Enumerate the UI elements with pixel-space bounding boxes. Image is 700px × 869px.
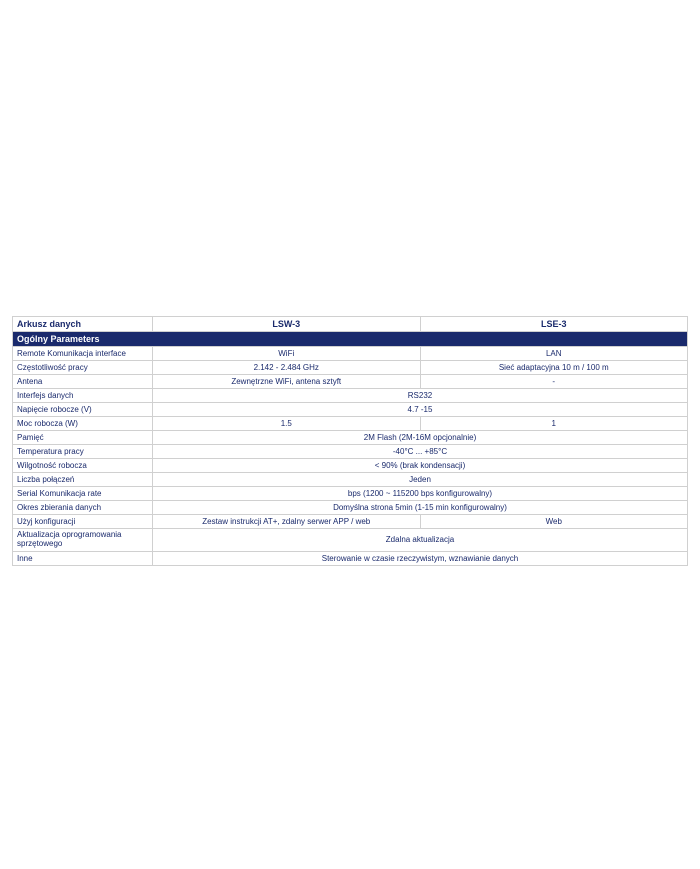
row-value-2: - [420, 375, 688, 389]
row-value: -40°C ... +85°C [153, 445, 688, 459]
row-value-1: 2.142 - 2.484 GHz [153, 361, 421, 375]
row-value-2: LAN [420, 347, 688, 361]
row-label: Temperatura pracy [13, 445, 153, 459]
table-row: Okres zbierania danychDomyślna strona 5m… [13, 501, 688, 515]
row-label: Aktualizacja oprogramowania sprzętowego [13, 529, 153, 552]
table-row: Temperatura pracy-40°C ... +85°C [13, 445, 688, 459]
header-label: Arkusz danych [13, 317, 153, 332]
row-label: Remote Komunikacja interface [13, 347, 153, 361]
row-value-2: Sieć adaptacyjna 10 m / 100 m [420, 361, 688, 375]
table-row: Serial Komunikacja ratebps (1200 ~ 11520… [13, 487, 688, 501]
row-label: Napięcie robocze (V) [13, 403, 153, 417]
table-row: Częstotliwość pracy2.142 - 2.484 GHzSieć… [13, 361, 688, 375]
table-row: Interfejs danychRS232 [13, 389, 688, 403]
row-label: Użyj konfiguracji [13, 515, 153, 529]
row-label: Antena [13, 375, 153, 389]
table-row: Remote Komunikacja interfaceWiFiLAN [13, 347, 688, 361]
row-label: Moc robocza (W) [13, 417, 153, 431]
row-label: Okres zbierania danych [13, 501, 153, 515]
row-label: Częstotliwość pracy [13, 361, 153, 375]
row-label: Pamięć [13, 431, 153, 445]
table-row: Aktualizacja oprogramowania sprzętowegoZ… [13, 529, 688, 552]
row-value: 4.7 -15 [153, 403, 688, 417]
table-row: Moc robocza (W)1.51 [13, 417, 688, 431]
table-row: Liczba połączeńJeden [13, 473, 688, 487]
row-value-2: Web [420, 515, 688, 529]
row-value: Domyślna strona 5min (1-15 min konfiguro… [153, 501, 688, 515]
datasheet-table: Arkusz danych LSW-3 LSE-3 Ogólny Paramet… [12, 316, 688, 566]
row-value: 2M Flash (2M-16M opcjonalnie) [153, 431, 688, 445]
row-value-1: Zewnętrzne WiFi, antena sztyft [153, 375, 421, 389]
table-row: AntenaZewnętrzne WiFi, antena sztyft- [13, 375, 688, 389]
table-row: InneSterowanie w czasie rzeczywistym, wz… [13, 551, 688, 565]
row-label: Wilgotność robocza [13, 459, 153, 473]
table-row: Użyj konfiguracjiZestaw instrukcji AT+, … [13, 515, 688, 529]
row-value-1: WiFi [153, 347, 421, 361]
section-row: Ogólny Parameters [13, 332, 688, 347]
row-value: RS232 [153, 389, 688, 403]
table-header-row: Arkusz danych LSW-3 LSE-3 [13, 317, 688, 332]
row-value: bps (1200 ~ 115200 bps konfigurowalny) [153, 487, 688, 501]
row-value: Jeden [153, 473, 688, 487]
row-label: Inne [13, 551, 153, 565]
row-value-1: 1.5 [153, 417, 421, 431]
row-value-2: 1 [420, 417, 688, 431]
datasheet-table-container: Arkusz danych LSW-3 LSE-3 Ogólny Paramet… [12, 316, 688, 566]
header-col1: LSW-3 [153, 317, 421, 332]
row-value: Sterowanie w czasie rzeczywistym, wznawi… [153, 551, 688, 565]
section-title: Ogólny Parameters [13, 332, 688, 347]
row-value-1: Zestaw instrukcji AT+, zdalny serwer APP… [153, 515, 421, 529]
table-row: Wilgotność robocza< 90% (brak kondensacj… [13, 459, 688, 473]
row-label: Serial Komunikacja rate [13, 487, 153, 501]
row-value: < 90% (brak kondensacji) [153, 459, 688, 473]
row-label: Interfejs danych [13, 389, 153, 403]
table-row: Pamięć2M Flash (2M-16M opcjonalnie) [13, 431, 688, 445]
row-label: Liczba połączeń [13, 473, 153, 487]
table-row: Napięcie robocze (V)4.7 -15 [13, 403, 688, 417]
row-value: Zdalna aktualizacja [153, 529, 688, 552]
header-col2: LSE-3 [420, 317, 688, 332]
